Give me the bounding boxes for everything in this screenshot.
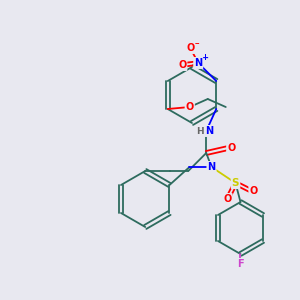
Text: O: O <box>186 43 194 53</box>
Text: N: N <box>205 126 213 136</box>
Text: O: O <box>249 186 258 196</box>
Text: O: O <box>224 194 232 204</box>
Text: O: O <box>186 102 194 112</box>
Text: O: O <box>227 143 236 153</box>
Text: F: F <box>237 259 244 269</box>
Text: N: N <box>207 162 216 172</box>
Text: O: O <box>178 60 186 70</box>
Text: N: N <box>194 58 202 68</box>
Text: +: + <box>201 53 208 62</box>
Text: S: S <box>232 178 239 188</box>
Text: −: − <box>192 40 199 49</box>
Text: H: H <box>196 127 204 136</box>
